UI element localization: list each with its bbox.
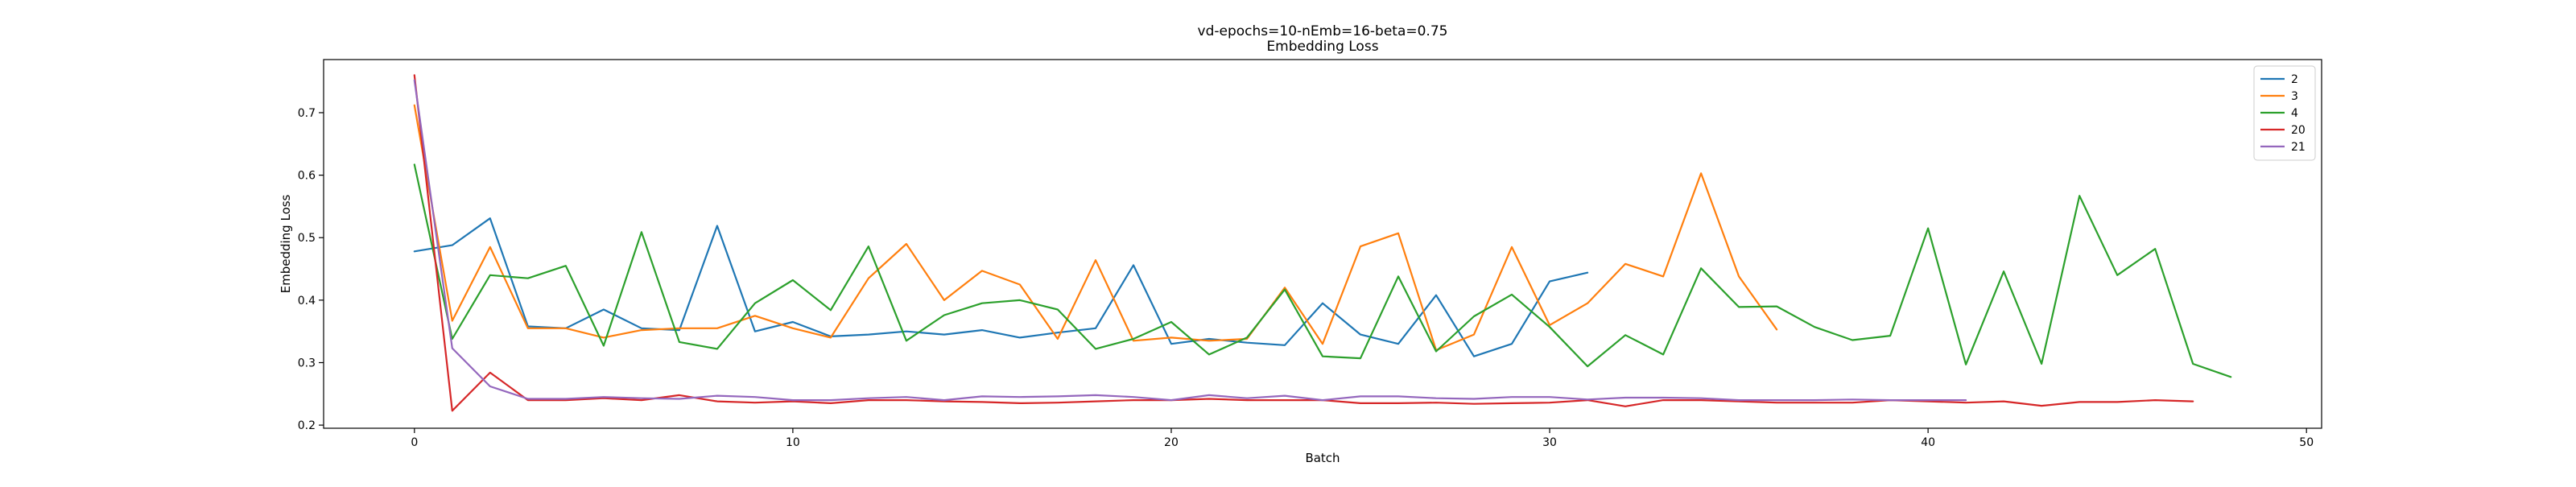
legend-label-2: 2 — [2291, 73, 2298, 86]
series-line-20 — [413, 74, 2194, 412]
y-axis-label: Embedding Loss — [279, 194, 293, 293]
axis-ticks: 0 10 20 30 40 50 0.2 0.3 0.4 0.5 0.6 0.7 — [298, 107, 2314, 449]
x-tick-label: 0 — [411, 436, 418, 449]
legend-label-21: 21 — [2291, 141, 2306, 154]
series-line-2 — [413, 217, 1589, 357]
y-tick-label: 0.6 — [298, 170, 316, 183]
y-tick-label: 0.7 — [298, 107, 316, 120]
series-line-21 — [413, 79, 1967, 402]
series-lines — [413, 74, 2232, 412]
x-axis-label: Batch — [1305, 451, 1340, 465]
series-line-4 — [413, 163, 2232, 378]
chart-title: vd-epochs=10-nEmb=16-beta=0.75 — [1198, 23, 1448, 39]
y-tick-label: 0.2 — [298, 419, 316, 432]
x-tick-label: 40 — [1921, 436, 1935, 449]
chart-subtitle: Embedding Loss — [1266, 39, 1378, 55]
y-tick-label: 0.3 — [298, 357, 316, 369]
legend-label-20: 20 — [2291, 124, 2306, 137]
x-tick-label: 30 — [1542, 436, 1557, 449]
y-tick-label: 0.5 — [298, 232, 316, 245]
legend: 2 3 4 20 21 — [2253, 65, 2316, 161]
x-tick-label: 50 — [2299, 436, 2314, 449]
y-tick-label: 0.4 — [298, 295, 316, 307]
series-line-3 — [413, 104, 1778, 352]
x-tick-label: 10 — [786, 436, 800, 449]
x-tick-label: 20 — [1164, 436, 1179, 449]
legend-label-4: 4 — [2291, 107, 2298, 120]
legend-label-3: 3 — [2291, 90, 2298, 103]
plot-area-frame — [323, 59, 2322, 429]
